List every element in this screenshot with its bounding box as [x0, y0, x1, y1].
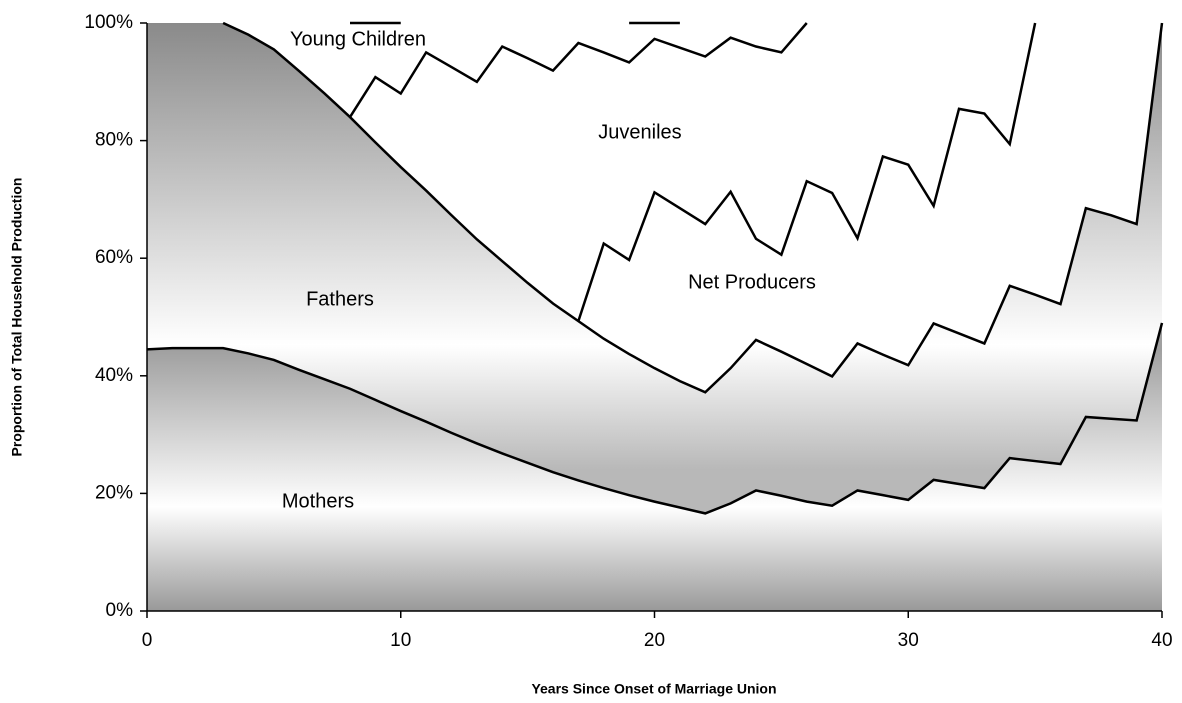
y-tick-label: 40%	[95, 365, 133, 386]
x-tick-label: 30	[898, 630, 919, 651]
area	[147, 322, 1162, 611]
x-tick-label: 10	[390, 630, 411, 651]
y-tick-label: 0%	[106, 600, 134, 621]
y-tick-label: 20%	[95, 482, 133, 503]
y-tick-label: 60%	[95, 247, 133, 268]
boundary-line	[146, 322, 1164, 515]
area	[147, 23, 1162, 322]
area	[147, 23, 1162, 393]
series-label: Young Children	[290, 28, 426, 50]
boundary-line	[348, 22, 808, 118]
y-tick-label: 80%	[95, 130, 133, 151]
area	[147, 23, 1162, 514]
series-label: Net Producers	[688, 271, 816, 293]
series-label: Juveniles	[598, 121, 681, 143]
y-tick-label: 100%	[84, 12, 133, 33]
x-axis-label: Years Since Onset of Marriage Union	[531, 681, 776, 697]
x-tick-label: 40	[1151, 630, 1172, 651]
y-axis-label: Proportion of Total Household Production	[9, 178, 25, 457]
x-tick-label: 20	[644, 630, 665, 651]
x-tick-label: 0	[142, 630, 153, 651]
series-label: Mothers	[282, 490, 354, 512]
series-label: Fathers	[306, 288, 374, 310]
boundary-line	[222, 21, 1164, 394]
boundary-line	[577, 22, 1037, 322]
